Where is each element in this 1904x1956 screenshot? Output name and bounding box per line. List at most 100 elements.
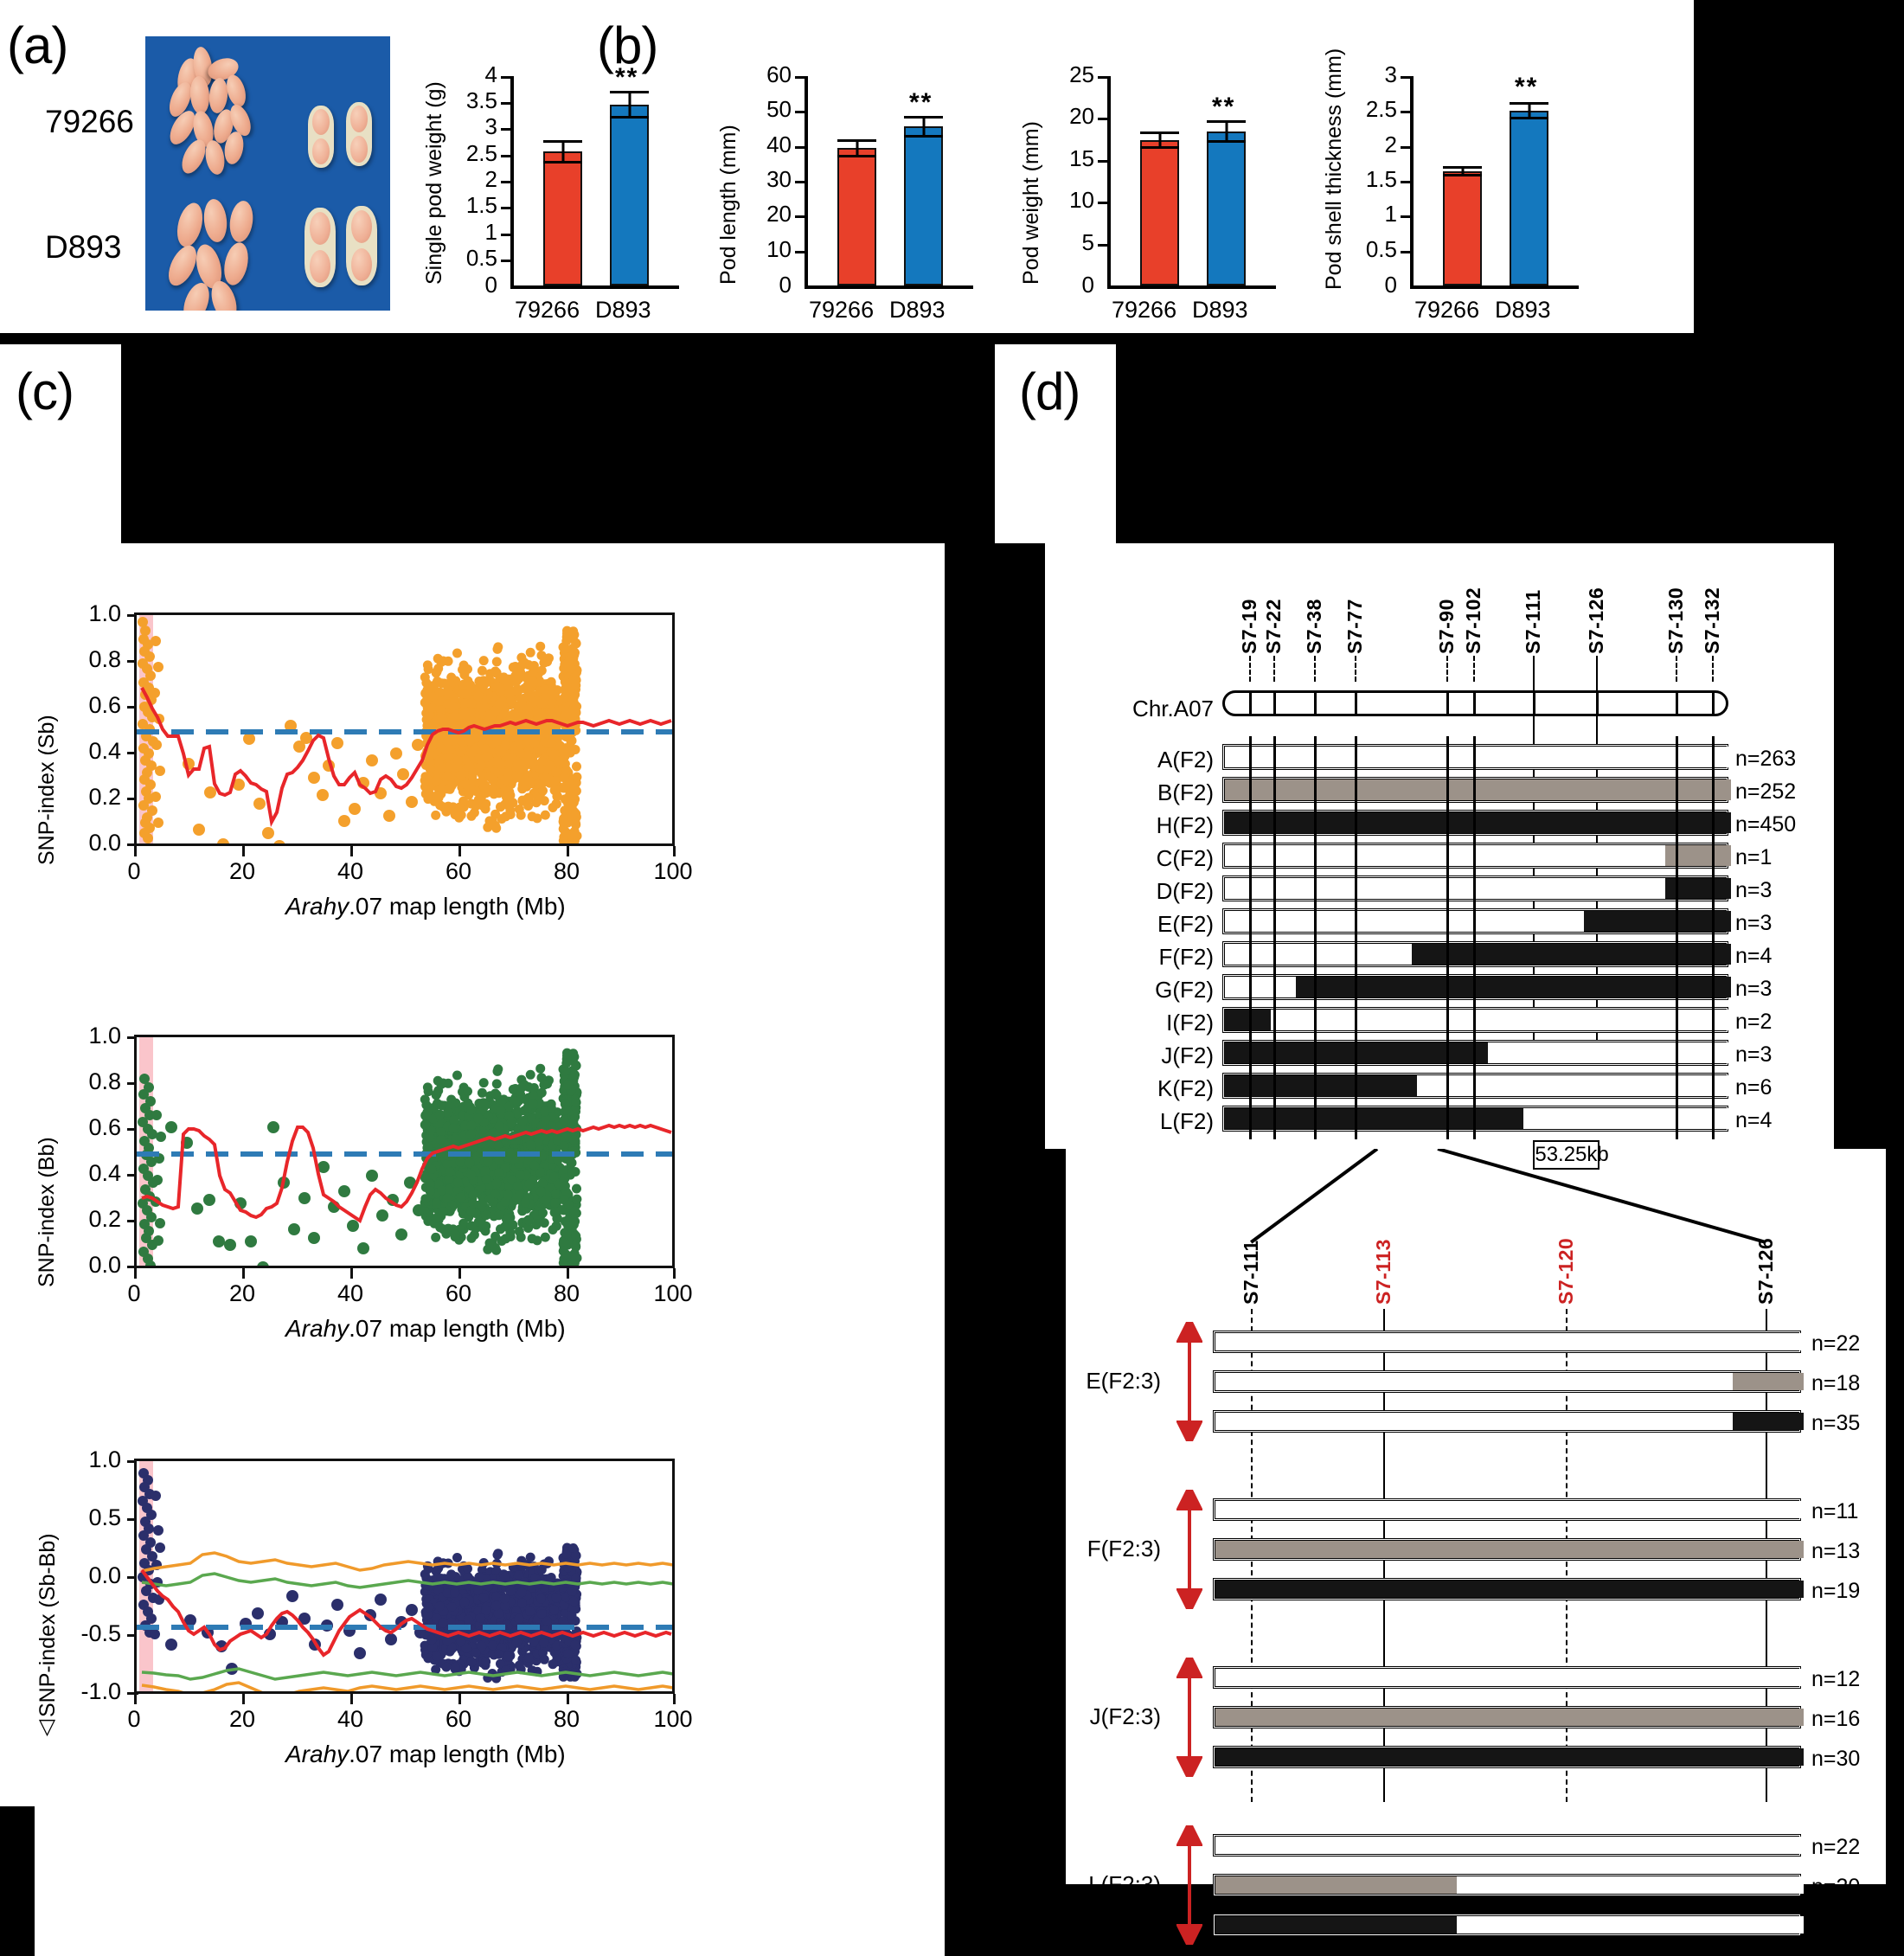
fine-map-row-count: n=22 xyxy=(1811,1331,1861,1356)
genotype-segment-white xyxy=(1225,845,1665,866)
bar-79266 xyxy=(837,148,876,285)
ytick-60: 60 xyxy=(766,61,792,87)
bar-d893 xyxy=(1510,111,1548,285)
genotype-row-count: n=1 xyxy=(1735,845,1773,869)
ytick-40: 40 xyxy=(766,131,792,157)
marker-line-s7-102 xyxy=(1472,656,1475,682)
row-tick xyxy=(1711,999,1715,1041)
ytick-2: 2 xyxy=(1384,131,1397,157)
row-tick xyxy=(1446,999,1450,1041)
marker-label-s7-22: S7-22 xyxy=(1261,599,1285,654)
marker-line-s7-22 xyxy=(1273,656,1275,682)
row-tick xyxy=(1248,999,1252,1041)
chr-tick-s7-22 xyxy=(1273,692,1276,715)
row-tick xyxy=(1248,901,1252,942)
xtick-40: 40 xyxy=(337,1706,364,1732)
genotype-segment-black xyxy=(1295,977,1731,997)
genotype-row-label-bf2: B(F2) xyxy=(1157,779,1214,805)
row-tick xyxy=(1355,1032,1358,1074)
genotype-segment-white xyxy=(1417,1075,1731,1096)
fine-map-segment-gray xyxy=(1215,1541,1804,1558)
plate-panel-c-letter xyxy=(0,344,121,543)
ytick-1-0: 1.0 xyxy=(88,1023,121,1049)
fine-map-row-count: n=13 xyxy=(1811,1539,1861,1563)
marker-line-s7-90 xyxy=(1446,656,1449,682)
row-tick xyxy=(1472,769,1476,811)
chr-tick-s7-126 xyxy=(1595,692,1599,715)
row-tick xyxy=(1446,901,1450,942)
panel-a-letter: (a) xyxy=(7,16,68,74)
genotype-segment-black xyxy=(1225,1075,1418,1096)
row-tick xyxy=(1355,868,1358,909)
fine-map-group-label-ef23: E(F2:3) xyxy=(1086,1368,1161,1394)
genotype-segment-black xyxy=(1225,1108,1524,1129)
significance-marker: ** xyxy=(615,63,639,92)
ytick-4: 4 xyxy=(484,61,497,87)
fine-map-segment-white xyxy=(1215,1501,1804,1518)
ytick-minus-1-0: -1.0 xyxy=(80,1678,121,1704)
row-tick xyxy=(1248,1065,1252,1106)
errorbar-d893 xyxy=(1207,120,1246,143)
genotype-row-count: n=252 xyxy=(1735,779,1797,804)
genotype-segment-white xyxy=(1225,977,1296,997)
genotype-segment-white xyxy=(1523,1108,1731,1129)
y-axis-line xyxy=(1107,76,1111,288)
row-tick xyxy=(1711,1032,1715,1074)
errorbar-79266 xyxy=(543,140,582,164)
row-tick xyxy=(1472,966,1476,1008)
xtick-d893: D893 xyxy=(889,297,946,323)
zoom-connector-lines xyxy=(1250,1149,1766,1244)
scatter-2-ylabel: SNP-index (Bb) xyxy=(35,1137,59,1287)
genotype-segment-black xyxy=(1412,944,1731,965)
genotype-row-label-ff2: F(F2) xyxy=(1158,944,1214,970)
genotype-row-count: n=4 xyxy=(1735,1108,1773,1132)
group-range-arrow xyxy=(1176,1322,1202,1441)
row-tick xyxy=(1273,769,1276,811)
ytick-0-0: 0.0 xyxy=(88,1252,121,1278)
ytick-0-2: 0.2 xyxy=(88,784,121,810)
chr-tick-s7-77 xyxy=(1355,692,1358,715)
marker-label-s7-77: S7-77 xyxy=(1343,599,1367,654)
row-tick xyxy=(1273,1032,1276,1074)
ytick-0: 0 xyxy=(1384,272,1397,298)
panel-b-letter: (b) xyxy=(597,16,658,74)
plate-panel-d-letter xyxy=(995,344,1116,543)
marker-label-s7-111: S7-111 xyxy=(1240,1240,1263,1305)
genotype-segment-white xyxy=(1270,1010,1731,1030)
panel-d-bottom-genotype-map: S7-111 S7-113 S7-120 S7-126 n=22 n=18 n=35 E(F2… xyxy=(1066,1149,1886,1945)
marker-line-s7-77 xyxy=(1355,656,1357,682)
genotype-row-label-if2: I(F2) xyxy=(1166,1010,1214,1036)
ytick-0: 0 xyxy=(1081,272,1094,298)
row-tick xyxy=(1248,1098,1252,1139)
genotype-segment-white xyxy=(1225,747,1731,767)
row-tick xyxy=(1711,769,1715,811)
group-range-arrow xyxy=(1176,1825,1202,1945)
genotype-segment-white xyxy=(1225,911,1585,932)
row-tick xyxy=(1675,868,1678,909)
chr-tick-s7-19 xyxy=(1248,692,1252,715)
scatter-1-svg xyxy=(137,617,672,843)
row-tick xyxy=(1675,1032,1678,1074)
row-tick xyxy=(1248,933,1252,975)
chr-tick-s7-130 xyxy=(1675,692,1678,715)
row-tick xyxy=(1711,933,1715,975)
fine-map-segment-white xyxy=(1215,1669,1804,1686)
row-tick xyxy=(1355,835,1358,876)
genotype-segment-black xyxy=(1225,1010,1271,1030)
errorbar-d893 xyxy=(1510,102,1548,119)
row-tick xyxy=(1313,933,1317,975)
genotype-segment-white xyxy=(1225,944,1413,965)
xlabel-italic-part: Arahy xyxy=(285,1741,349,1767)
marker-label-s7-130: S7-130 xyxy=(1664,587,1687,654)
xtick-40: 40 xyxy=(337,1280,364,1306)
genotype-row-label-df2: D(F2) xyxy=(1156,878,1214,904)
row-tick xyxy=(1675,1065,1678,1106)
genotype-segment-white xyxy=(1488,1042,1731,1063)
genotype-row-count: n=6 xyxy=(1735,1075,1773,1100)
xtick-79266: 79266 xyxy=(1112,297,1177,323)
marker-label-s7-90: S7-90 xyxy=(1435,599,1458,654)
fine-map-segment-black xyxy=(1215,1916,1457,1934)
row-tick xyxy=(1446,933,1450,975)
row-tick xyxy=(1273,1065,1276,1106)
